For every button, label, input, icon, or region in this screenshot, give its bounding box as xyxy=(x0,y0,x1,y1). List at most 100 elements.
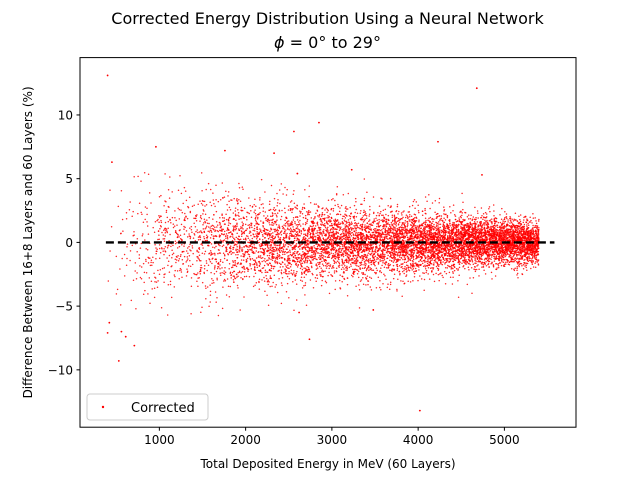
data-point xyxy=(301,208,304,210)
data-point xyxy=(398,210,400,213)
data-point xyxy=(458,259,460,262)
data-point xyxy=(496,226,499,229)
data-point xyxy=(507,221,509,223)
data-point xyxy=(156,219,158,222)
data-point xyxy=(389,283,392,286)
data-point xyxy=(421,231,423,233)
data-point xyxy=(150,280,153,283)
data-point xyxy=(327,247,330,249)
data-point xyxy=(173,274,176,276)
data-point xyxy=(457,296,460,299)
data-point xyxy=(196,260,198,262)
phi-symbol: ϕ xyxy=(274,33,285,52)
data-point xyxy=(475,232,478,234)
data-point xyxy=(284,219,286,222)
data-point xyxy=(403,229,405,232)
data-point xyxy=(252,285,255,288)
data-point xyxy=(280,233,283,236)
data-point xyxy=(236,200,239,202)
data-point xyxy=(392,264,395,267)
data-point xyxy=(355,260,357,262)
data-point xyxy=(355,264,357,266)
data-point xyxy=(488,235,490,238)
data-point xyxy=(452,210,454,212)
data-point xyxy=(420,278,423,280)
data-point xyxy=(282,248,285,251)
data-point xyxy=(345,208,348,210)
data-point xyxy=(410,253,412,256)
data-point xyxy=(294,237,296,239)
data-point xyxy=(395,210,398,212)
data-point xyxy=(327,199,330,202)
data-point xyxy=(300,271,303,274)
data-point xyxy=(221,233,223,236)
data-point xyxy=(400,280,402,282)
data-point xyxy=(296,216,298,218)
data-point xyxy=(408,215,411,218)
data-point xyxy=(287,225,289,227)
data-point xyxy=(250,216,253,218)
data-point xyxy=(228,296,231,298)
data-point xyxy=(269,236,271,238)
data-point xyxy=(299,215,301,217)
data-point xyxy=(295,227,297,230)
data-point xyxy=(444,282,447,285)
data-point xyxy=(196,214,198,216)
data-point xyxy=(212,246,214,248)
data-point xyxy=(393,259,396,262)
data-point xyxy=(157,269,159,272)
data-point xyxy=(461,212,464,214)
data-point xyxy=(398,256,401,258)
data-point xyxy=(261,260,263,263)
data-point xyxy=(452,272,454,274)
data-point xyxy=(137,175,139,178)
data-point xyxy=(393,258,395,260)
data-point xyxy=(482,222,485,224)
data-point xyxy=(206,286,209,288)
data-point xyxy=(276,228,279,230)
data-point xyxy=(363,245,365,248)
data-point xyxy=(230,253,233,255)
data-point xyxy=(301,287,304,289)
data-point xyxy=(131,215,133,218)
data-point xyxy=(393,222,395,225)
data-point xyxy=(123,275,126,277)
data-point xyxy=(485,220,487,223)
data-point xyxy=(277,199,279,201)
data-point xyxy=(163,238,166,240)
data-point xyxy=(259,263,262,265)
data-point xyxy=(267,304,270,307)
chart-title: Corrected Energy Distribution Using a Ne… xyxy=(111,9,544,28)
data-point xyxy=(200,172,203,174)
data-point xyxy=(289,253,292,256)
data-point xyxy=(303,276,306,278)
data-point xyxy=(378,244,381,247)
data-point xyxy=(529,221,531,223)
data-point xyxy=(214,254,216,256)
data-point xyxy=(430,263,433,265)
data-point xyxy=(356,226,359,228)
data-point xyxy=(382,259,384,262)
data-point xyxy=(235,226,237,228)
data-point xyxy=(261,257,264,259)
data-point xyxy=(229,245,232,247)
data-point xyxy=(361,263,363,266)
data-point xyxy=(486,219,488,222)
data-point xyxy=(226,237,229,240)
data-point xyxy=(327,230,329,232)
data-point xyxy=(190,228,193,231)
data-point xyxy=(237,237,239,240)
data-point xyxy=(497,264,500,267)
data-point xyxy=(274,286,276,288)
data-point xyxy=(465,248,468,251)
data-point xyxy=(308,195,310,198)
data-point xyxy=(523,219,525,221)
data-point xyxy=(202,224,204,226)
data-point xyxy=(183,228,185,230)
data-point xyxy=(356,233,359,235)
data-point xyxy=(166,247,169,249)
data-point xyxy=(433,264,435,266)
data-point xyxy=(504,211,506,213)
data-point xyxy=(511,223,514,225)
data-point xyxy=(434,259,437,261)
